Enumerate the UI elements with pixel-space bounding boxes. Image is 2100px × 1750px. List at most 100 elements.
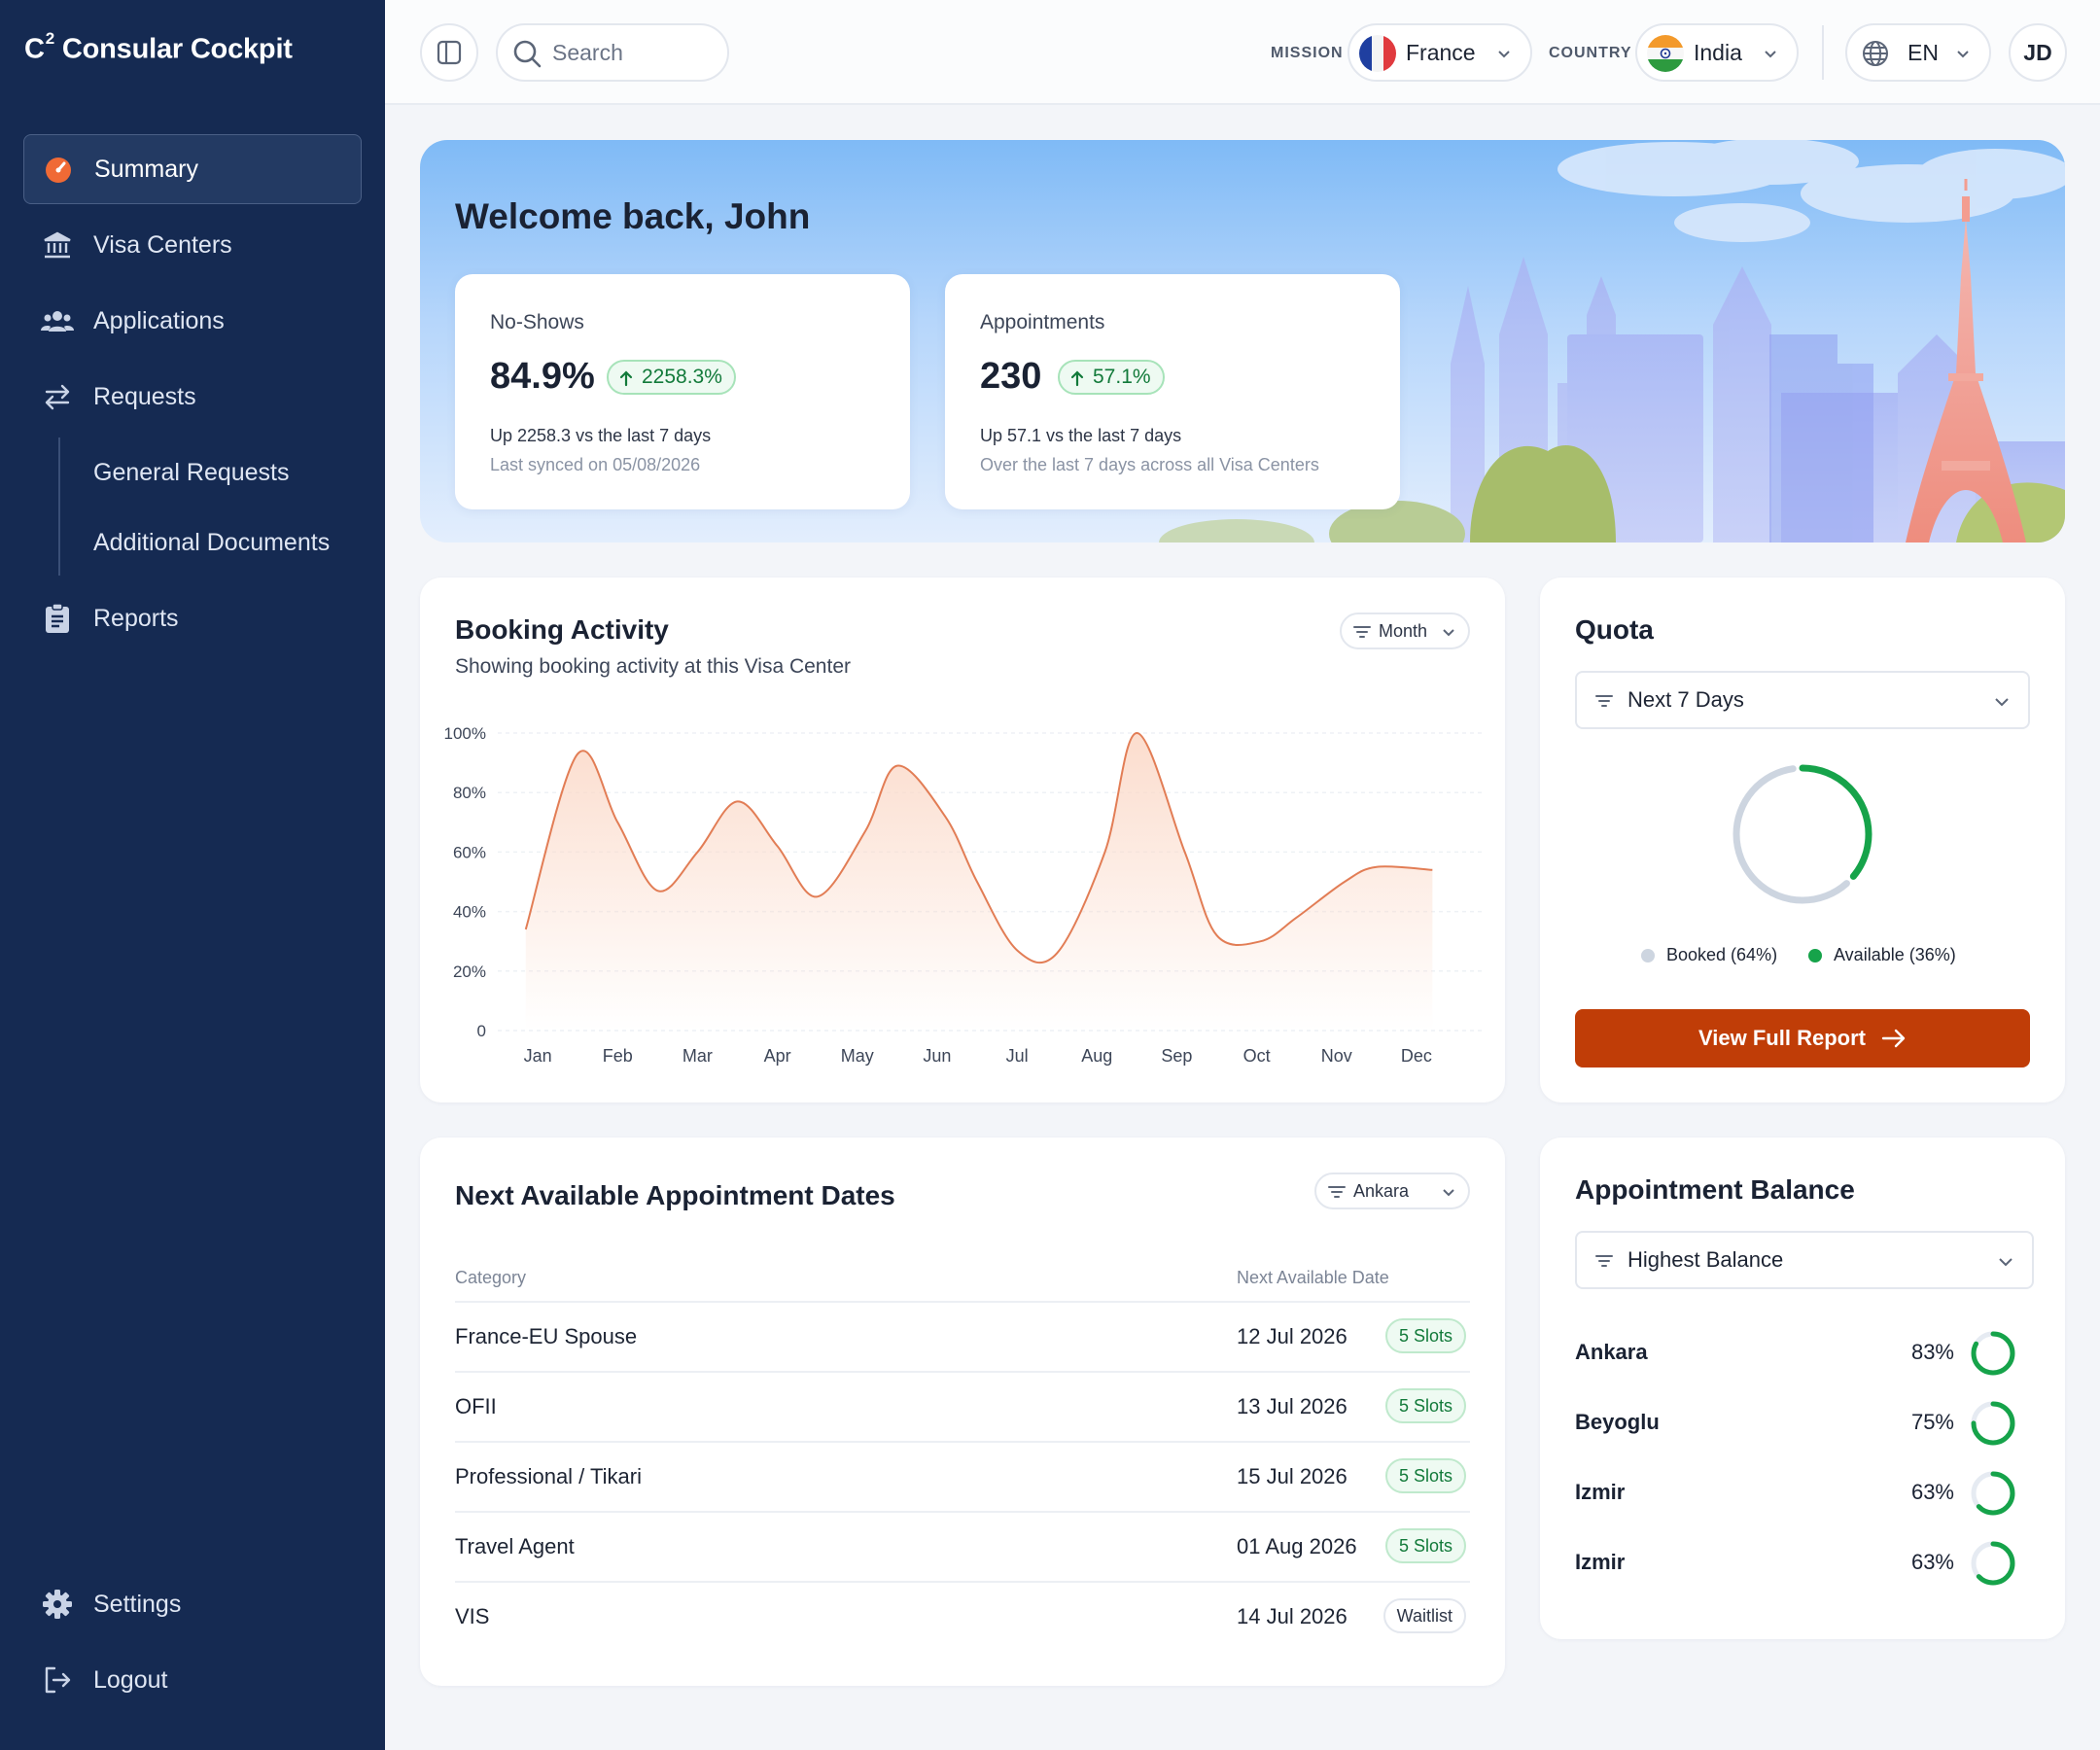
brand-logo[interactable]: C2 Consular Cockpit: [24, 29, 293, 66]
sidebar-item-requests[interactable]: Requests: [23, 362, 362, 432]
search-input[interactable]: Search: [496, 23, 729, 82]
sidebar-item-additional-documents[interactable]: Additional Documents: [93, 529, 331, 556]
table-row[interactable]: VIS 14 Jul 2026 Waitlist: [455, 1581, 1470, 1651]
balance-percent: 75%: [1910, 1410, 1954, 1434]
balance-row[interactable]: Izmir 63%: [1575, 1466, 2042, 1521]
y-tick-label: 0: [477, 1022, 486, 1040]
card-subtitle: Showing booking activity at this Visa Ce…: [455, 655, 851, 678]
sidebar-item-label: Visa Centers: [93, 230, 232, 259]
period-filter-value: Month: [1379, 620, 1428, 641]
topbar: Search MISSION France COUNTRY India EN J…: [385, 0, 2100, 105]
transfer-arrows-icon: [41, 380, 74, 413]
country-label: COUNTRY: [1549, 45, 1632, 61]
x-tick-label: Feb: [603, 1046, 633, 1066]
brand-name: Consular Cockpit: [54, 33, 293, 65]
row-date: 14 Jul 2026: [1237, 1604, 1348, 1628]
sidebar-item-applications[interactable]: Applications: [23, 286, 362, 356]
row-date: 12 Jul 2026: [1237, 1324, 1348, 1348]
sidebar-toggle-button[interactable]: [420, 23, 478, 82]
x-tick-label: Dec: [1401, 1046, 1432, 1066]
slots-badge: 5 Slots: [1384, 1528, 1466, 1563]
stat-value: 230: [980, 356, 1042, 397]
stat-label: No-Shows: [490, 311, 584, 333]
row-date: 01 Aug 2026: [1237, 1534, 1357, 1558]
chevron-down-icon: [1762, 45, 1779, 62]
balance-percent: 63%: [1910, 1550, 1954, 1574]
series-line: [524, 731, 1433, 964]
ring-progress: [1971, 1541, 2015, 1586]
y-tick-label: 100%: [444, 724, 486, 743]
sidebar-item-label: Settings: [93, 1590, 182, 1618]
trend-value: 2258.3%: [642, 366, 722, 388]
quota-period-value: Next 7 Days: [1628, 687, 1744, 712]
location-filter[interactable]: Ankara: [1314, 1172, 1470, 1209]
country-select[interactable]: India: [1635, 23, 1799, 82]
quota-donut-chart: [1732, 764, 1872, 904]
chevron-down-icon: [1993, 694, 2011, 710]
logout-icon: [41, 1663, 74, 1697]
sidebar-item-visa-centers[interactable]: Visa Centers: [23, 210, 362, 280]
booking-activity-card: Booking Activity Showing booking activit…: [420, 578, 1505, 1102]
bank-icon: [41, 228, 74, 262]
card-title: Next Available Appointment Dates: [455, 1180, 895, 1210]
card-title: Appointment Balance: [1575, 1174, 1855, 1205]
sidebar-item-label: Requests: [93, 382, 196, 410]
table-row[interactable]: Professional / Tikari 15 Jul 2026 5 Slot…: [455, 1441, 1470, 1511]
x-tick-label: Apr: [764, 1046, 791, 1066]
chevron-down-icon: [1954, 45, 1972, 62]
welcome-banner: Welcome back, John No-Shows 84.9% 2258.3…: [420, 140, 2065, 542]
quota-period-select[interactable]: Next 7 Days: [1575, 671, 2030, 729]
stat-card-appointments: Appointments 230 57.1% Up 57.1 vs the la…: [945, 274, 1400, 509]
search-icon: [511, 38, 542, 69]
brand-main: C: [24, 33, 45, 65]
language-select[interactable]: EN: [1845, 23, 1991, 82]
mission-select[interactable]: France: [1348, 23, 1532, 82]
mission-value: France: [1406, 39, 1476, 65]
filter-icon: [1352, 624, 1372, 640]
balance-row[interactable]: Izmir 63%: [1575, 1536, 2042, 1591]
sidebar-item-label: Applications: [93, 306, 225, 334]
x-tick-label: Jul: [1006, 1046, 1029, 1066]
sidebar-item-summary[interactable]: Summary: [23, 134, 362, 204]
donut-segment-booked: [1732, 764, 1872, 904]
period-filter[interactable]: Month: [1340, 612, 1470, 649]
column-header-date: Next Available Date: [1237, 1268, 1389, 1287]
y-tick-label: 80%: [453, 784, 486, 802]
row-date: 13 Jul 2026: [1237, 1394, 1348, 1418]
sidebar-item-label: Summary: [94, 155, 198, 183]
stat-note: Last synced on 05/08/2026: [490, 455, 701, 474]
location-filter-value: Ankara: [1353, 1180, 1410, 1201]
view-full-report-button[interactable]: View Full Report: [1575, 1009, 2030, 1068]
table-row[interactable]: Travel Agent 01 Aug 2026 5 Slots: [455, 1511, 1470, 1581]
balance-progress-ring: [1971, 1401, 2015, 1446]
balance-row[interactable]: Beyoglu 75%: [1575, 1396, 2042, 1451]
gauge-icon: [42, 153, 75, 186]
card-title: Booking Activity: [455, 614, 669, 645]
balance-row[interactable]: Ankara 83%: [1575, 1326, 2042, 1381]
row-category: Travel Agent: [455, 1534, 575, 1558]
table-row[interactable]: OFII 13 Jul 2026 5 Slots: [455, 1371, 1470, 1441]
table-row[interactable]: France-EU Spouse 12 Jul 2026 5 Slots: [455, 1301, 1470, 1371]
x-tick-label: May: [841, 1046, 874, 1066]
legend-available: Available (36%): [1808, 945, 1956, 965]
sidebar-item-label: Logout: [93, 1665, 168, 1694]
globe-icon: [1861, 39, 1890, 68]
chevron-down-icon: [1495, 45, 1513, 62]
row-category: France-EU Spouse: [455, 1324, 638, 1348]
avatar[interactable]: JD: [2009, 23, 2067, 82]
row-category: Professional / Tikari: [455, 1464, 642, 1488]
gear-icon: [41, 1588, 74, 1621]
sidebar-item-logout[interactable]: Logout: [23, 1645, 362, 1715]
arrow-up-icon: [618, 369, 634, 387]
sidebar-item-general-requests[interactable]: General Requests: [93, 459, 290, 486]
balance-location: Izmir: [1575, 1480, 1626, 1504]
sidebar-item-settings[interactable]: Settings: [23, 1569, 362, 1639]
row-category: VIS: [455, 1604, 490, 1628]
arrow-up-icon: [1069, 369, 1085, 387]
filter-icon: [1327, 1184, 1347, 1200]
ring-progress: [1971, 1471, 2015, 1516]
balance-sort-select[interactable]: Highest Balance: [1575, 1231, 2034, 1289]
slots-badge: 5 Slots: [1384, 1388, 1466, 1423]
sidebar-item-reports[interactable]: Reports: [23, 583, 362, 653]
filter-icon: [1594, 693, 1614, 709]
